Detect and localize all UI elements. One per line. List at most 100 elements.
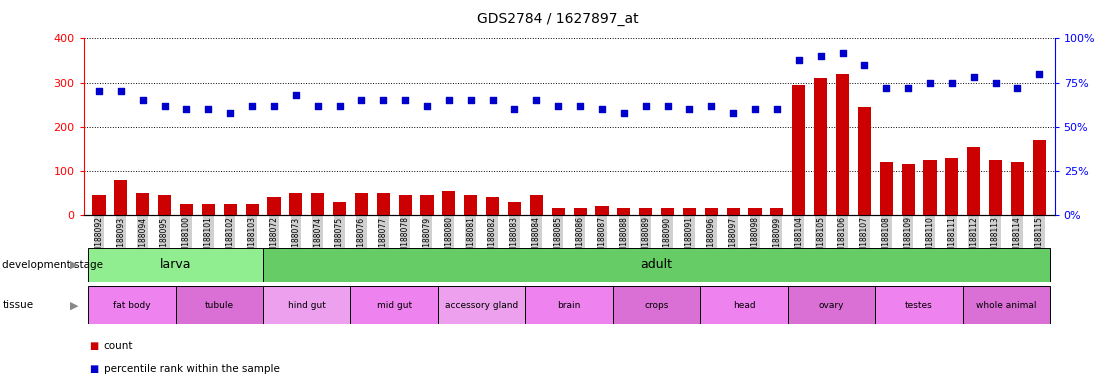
Bar [289, 193, 302, 215]
Bar [858, 107, 870, 215]
Bar [136, 193, 150, 215]
Bar [792, 85, 806, 215]
Bar [350, 286, 437, 324]
Text: brain: brain [558, 301, 580, 310]
Point [615, 109, 633, 116]
Point [987, 79, 1004, 86]
Text: accessory gland: accessory gland [445, 301, 518, 310]
Bar [93, 195, 106, 215]
Text: ▶: ▶ [69, 260, 78, 270]
Point [856, 62, 874, 68]
Bar [879, 162, 893, 215]
Bar [246, 204, 259, 215]
Point [1030, 71, 1048, 77]
Text: ■: ■ [89, 364, 98, 374]
Bar [989, 160, 1002, 215]
Bar [683, 209, 696, 215]
Bar [836, 74, 849, 215]
Bar [421, 195, 434, 215]
Bar [617, 209, 631, 215]
Bar [263, 286, 350, 324]
Point [418, 103, 436, 109]
Bar [175, 286, 263, 324]
Text: whole animal: whole animal [976, 301, 1037, 310]
Point [899, 85, 917, 91]
Point [811, 53, 829, 59]
Point [724, 109, 742, 116]
Text: head: head [733, 301, 756, 310]
Bar [770, 209, 783, 215]
Point [681, 106, 699, 112]
Bar [902, 164, 915, 215]
Bar [945, 157, 959, 215]
Text: development stage: development stage [2, 260, 104, 270]
Point [790, 56, 808, 63]
Point [506, 106, 523, 112]
Bar [355, 193, 368, 215]
Text: crops: crops [644, 301, 668, 310]
Bar [88, 286, 175, 324]
Bar [574, 209, 587, 215]
Text: hind gut: hind gut [288, 301, 326, 310]
Point [834, 50, 852, 56]
Point [549, 103, 567, 109]
Bar [333, 202, 346, 215]
Point [396, 97, 414, 103]
Point [440, 97, 458, 103]
Bar [88, 248, 263, 282]
Bar [311, 193, 325, 215]
Point [264, 103, 282, 109]
Bar [661, 209, 674, 215]
Bar [180, 204, 193, 215]
Point [571, 103, 589, 109]
Point [747, 106, 764, 112]
Point [702, 103, 720, 109]
Point [877, 85, 895, 91]
Bar [596, 206, 608, 215]
Text: ▶: ▶ [69, 300, 78, 310]
Point [243, 103, 261, 109]
Bar [551, 209, 565, 215]
Point [593, 106, 610, 112]
Bar [464, 195, 478, 215]
Point [943, 79, 961, 86]
Text: testes: testes [905, 301, 933, 310]
Text: count: count [104, 341, 133, 351]
Point [287, 92, 305, 98]
Point [768, 106, 786, 112]
Point [155, 103, 173, 109]
Point [221, 109, 239, 116]
Point [353, 97, 371, 103]
Point [483, 97, 501, 103]
Bar [727, 209, 740, 215]
Text: GDS2784 / 1627897_at: GDS2784 / 1627897_at [478, 12, 638, 25]
Text: fat body: fat body [113, 301, 151, 310]
Bar [442, 191, 455, 215]
Bar [749, 209, 761, 215]
Bar [968, 147, 980, 215]
Point [637, 103, 655, 109]
Bar [530, 195, 542, 215]
Bar [613, 286, 701, 324]
Text: tissue: tissue [2, 300, 33, 310]
Point [1009, 85, 1027, 91]
Bar [1011, 162, 1024, 215]
Bar [398, 195, 412, 215]
Bar [437, 286, 526, 324]
Point [921, 79, 939, 86]
Point [112, 88, 129, 94]
Bar [158, 195, 171, 215]
Bar [701, 286, 788, 324]
Text: ovary: ovary [819, 301, 845, 310]
Bar [526, 286, 613, 324]
Point [658, 103, 676, 109]
Point [134, 97, 152, 103]
Bar [487, 197, 499, 215]
Bar [875, 286, 963, 324]
Point [177, 106, 195, 112]
Bar [263, 248, 1050, 282]
Point [374, 97, 392, 103]
Bar [923, 160, 936, 215]
Point [330, 103, 348, 109]
Bar [1032, 140, 1046, 215]
